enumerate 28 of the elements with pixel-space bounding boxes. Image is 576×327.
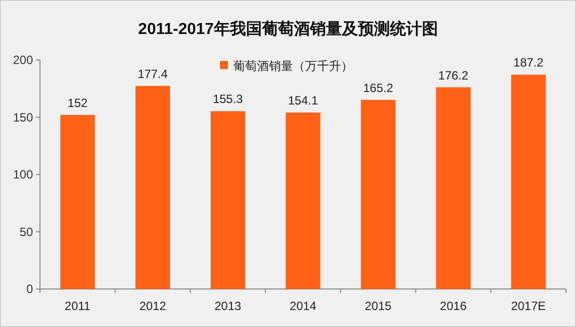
legend: 葡萄酒销量（万千升）: [220, 59, 353, 73]
y-tick-label: 200: [12, 53, 34, 67]
bar: [135, 86, 170, 289]
data-label: 176.2: [438, 68, 469, 82]
chart-title: 2011-2017年我国葡萄酒销量及预测统计图: [138, 20, 438, 38]
bar: [210, 111, 246, 289]
x-tick-label: 2017E: [511, 299, 546, 313]
data-label: 155.3: [212, 92, 244, 106]
bar: [511, 74, 546, 289]
x-tick-label: 2015: [364, 299, 392, 313]
data-label: 177.4: [138, 66, 168, 81]
data-label: 165.2: [363, 80, 394, 95]
bar: [360, 100, 396, 289]
data-label: 154.1: [288, 94, 318, 108]
x-tick-label: 2012: [139, 299, 166, 313]
y-tick-label: 0: [26, 282, 34, 296]
x-tick-label: 2014: [290, 299, 317, 313]
x-tick-label: 2013: [214, 299, 242, 313]
x-tick-label: 2011: [64, 299, 91, 313]
bar: [60, 114, 95, 289]
bar: [436, 87, 471, 289]
bar: [286, 112, 320, 289]
y-tick-label: 150: [12, 110, 34, 124]
y-tick-label: 50: [20, 224, 34, 239]
data-label: 152: [68, 96, 88, 110]
y-tick-label: 100: [12, 168, 34, 182]
x-tick-label: 2016: [440, 299, 467, 313]
data-label: 187.2: [513, 56, 544, 70]
